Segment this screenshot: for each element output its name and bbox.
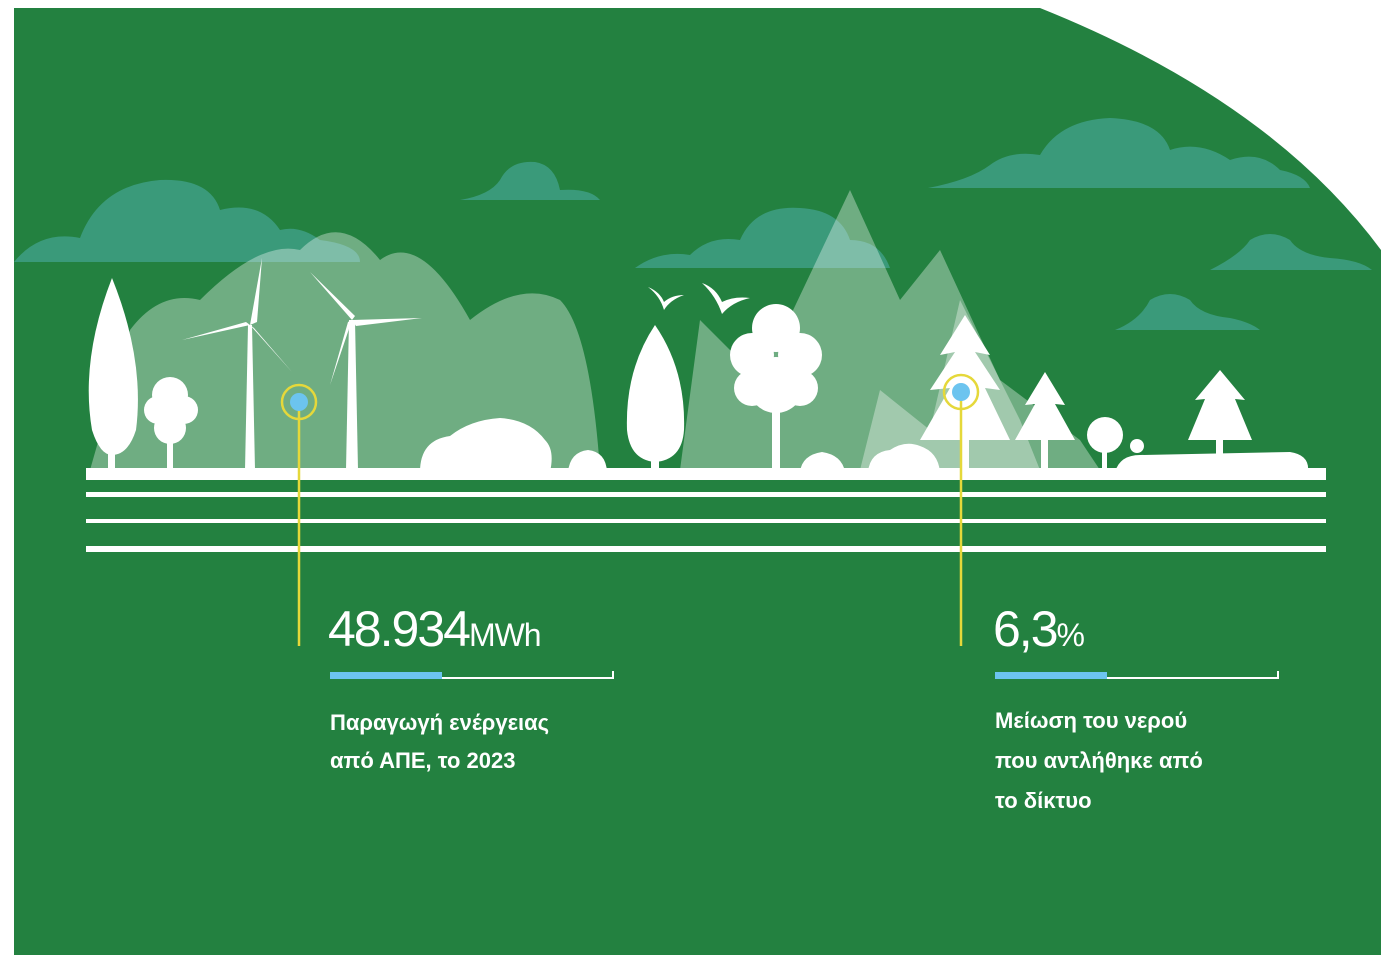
tree [1087, 417, 1123, 453]
tree [88, 278, 138, 455]
bird [702, 283, 750, 314]
bushe [868, 443, 940, 472]
stat-bars [330, 671, 1279, 679]
bird [648, 287, 684, 310]
ground-line [86, 492, 1326, 497]
wind-turbine [250, 258, 262, 325]
bushe [800, 452, 845, 472]
stat-bar [995, 672, 1107, 679]
pin [952, 383, 970, 401]
stat-number: 6,3 [993, 601, 1057, 657]
bushe [568, 450, 607, 472]
hill [90, 232, 600, 470]
stat-number: 48.934 [328, 601, 470, 657]
clouds [14, 118, 1372, 330]
bushe [420, 418, 552, 472]
tree [108, 440, 115, 472]
ground-line [86, 468, 1326, 480]
wind-turbine [310, 272, 355, 320]
stat-bar [1107, 677, 1279, 679]
pin [290, 393, 308, 411]
tree [1130, 439, 1144, 453]
tree [772, 400, 780, 472]
wind-turbines [182, 258, 422, 470]
ground-line [86, 546, 1326, 552]
cloud [928, 118, 1310, 188]
stat-bar [612, 671, 614, 679]
stat-unit: MWh [469, 617, 541, 653]
tree [626, 325, 685, 462]
ground-lines [86, 468, 1326, 552]
stat-label: το δίκτυο [995, 788, 1092, 813]
stat-label: που αντλήθηκε από [995, 748, 1203, 773]
tree [1041, 435, 1048, 472]
stat-bar [1277, 671, 1279, 679]
wind-turbine [182, 322, 250, 340]
stat-unit: % [1057, 617, 1085, 653]
tree [651, 440, 659, 472]
stat-value: 6,3% [993, 601, 1085, 657]
bushes [420, 418, 1309, 472]
tree [920, 315, 1010, 440]
background [14, 8, 1381, 955]
trees [88, 278, 1252, 472]
wind-turbine [245, 325, 255, 470]
wind-turbine [346, 320, 358, 470]
tree [782, 370, 818, 406]
stat-label: Μείωση του νερού [995, 708, 1187, 733]
birds [648, 283, 750, 314]
stat-label: Παραγωγή ενέργειας [330, 710, 549, 735]
tree [961, 430, 969, 472]
stat-bar [330, 672, 442, 679]
cloud [1115, 294, 1260, 330]
tree [734, 370, 770, 406]
bushe [1115, 452, 1309, 472]
stat-bar [442, 677, 614, 679]
wind-turbine [352, 318, 422, 326]
cloud [635, 207, 890, 268]
stat-value: 48.934MWh [328, 601, 541, 657]
ground-line [86, 519, 1326, 523]
wind-turbine [330, 320, 352, 385]
pins [280, 373, 980, 646]
wind-turbine [250, 325, 292, 372]
cloud [460, 161, 600, 200]
pin [942, 373, 980, 411]
cloud [14, 179, 360, 262]
tree [1015, 372, 1075, 440]
cloud [1210, 234, 1372, 270]
stat-label: από ΑΠΕ, το 2023 [330, 748, 515, 773]
tree [1102, 440, 1107, 472]
pin [280, 383, 318, 421]
tree [1188, 370, 1252, 440]
tree [167, 420, 173, 472]
